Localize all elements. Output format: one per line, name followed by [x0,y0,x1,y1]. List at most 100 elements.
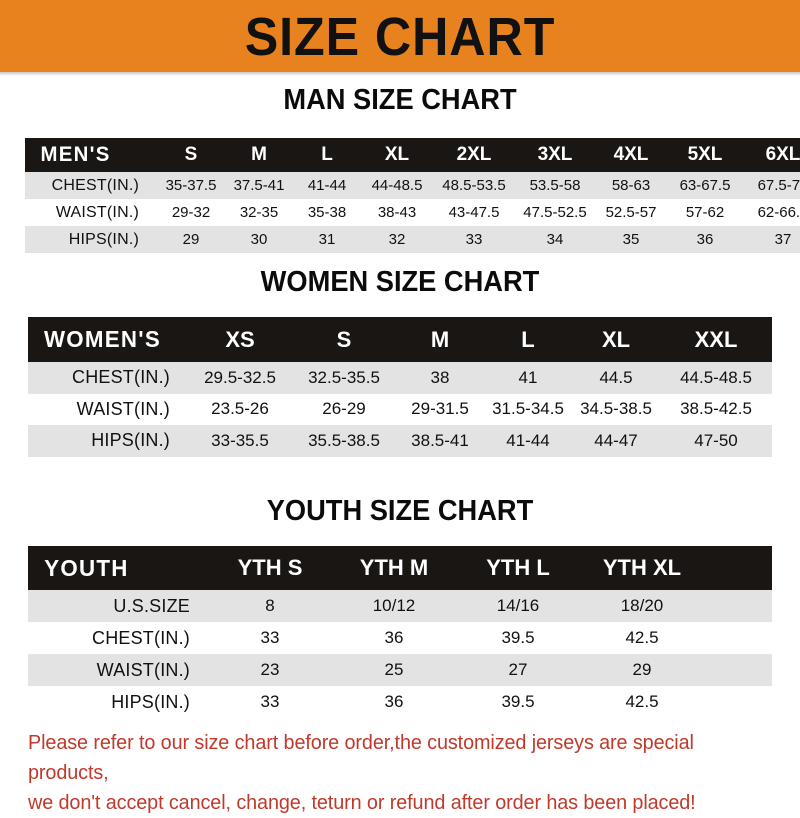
men-col-l: L [321,144,333,165]
men-chest-4xl: 58-63 [611,177,651,194]
men-col-xl: XL [384,144,410,165]
women-hips-xl: 44-47 [594,430,638,450]
women-col-xxl: XXL [694,326,738,352]
men-hips-5xl: 36 [696,231,714,248]
men-waist-xl: 38-43 [377,204,417,221]
men-waist-3xl: 47.5-52.5 [523,204,587,221]
youth-waist-s: 23 [260,660,280,679]
women-col-s: S [336,326,352,352]
table-row: WAIST(IN.) 23.5-26 26-29 29-31.5 31.5-34… [28,393,772,425]
women-row-label-chest: CHEST(IN.) [72,367,170,388]
youth-col-m: YTH M [359,555,429,580]
women-waist-xs: 23.5-26 [211,399,269,419]
men-size-table: MEN'S S M L XL 2XL 3XL 4XL 5XL 6XL CHEST… [25,138,800,253]
youth-row-label-us-size: U.S.SIZE [113,595,190,616]
men-chest-3xl: 53.5-58 [529,177,581,194]
men-chest-m: 37.5-41 [233,177,285,194]
women-row-label-waist: WAIST(IN.) [76,398,170,419]
men-waist-4xl: 52.5-57 [605,204,657,221]
table-row: CHEST(IN.) 35-37.5 37.5-41 41-44 44-48.5… [25,172,800,199]
youth-hips-spacer [704,686,772,718]
section-title-women: WOMEN SIZE CHART [260,266,540,298]
women-chest-xxl: 44.5-48.5 [680,367,752,387]
table-row: WAIST(IN.) 29-32 32-35 35-38 38-43 43-47… [25,199,800,226]
youth-row-label-hips: HIPS(IN.) [111,691,190,712]
youth-header-label: YOUTH [44,554,129,581]
table-row: WAIST(IN.) 23 25 27 29 [28,654,772,686]
men-hips-4xl: 35 [622,231,640,248]
page-title: SIZE CHART [244,7,556,67]
youth-ussize-l: 14/16 [496,596,540,615]
men-waist-l: 35-38 [307,204,347,221]
table-row: HIPS(IN.) 33-35.5 35.5-38.5 38.5-41 41-4… [28,425,772,457]
men-hips-xl: 32 [388,231,406,248]
youth-row-label-waist: WAIST(IN.) [96,659,190,680]
men-chest-xl: 44-48.5 [371,177,423,194]
youth-col-s: YTH S [237,555,303,580]
men-waist-2xl: 43-47.5 [448,204,500,221]
men-col-s: S [184,144,198,165]
youth-hips-l: 39.5 [501,692,535,711]
youth-waist-l: 27 [508,660,528,679]
men-chest-6xl: 67.5-72 [757,177,800,194]
men-col-6xl: 6XL [765,144,800,165]
page-banner: SIZE CHART [0,0,800,72]
youth-ussize-spacer [704,590,772,622]
youth-row-label-chest: CHEST(IN.) [92,627,190,648]
section-title-youth: YOUTH SIZE CHART [266,495,534,527]
men-row-label-waist: WAIST(IN.) [55,203,139,221]
women-chest-s: 32.5-35.5 [308,367,380,387]
youth-ussize-m: 10/12 [372,596,416,615]
men-col-m: M [251,144,267,165]
women-hips-s: 35.5-38.5 [308,430,380,450]
youth-ussize-xl: 18/20 [620,596,664,615]
youth-chest-xl: 42.5 [625,628,659,647]
men-chest-2xl: 48.5-53.5 [442,177,506,194]
women-size-table: WOMEN'S XS S M L XL XXL CHEST(IN.) 29.5-… [28,317,772,457]
women-col-l: L [521,326,535,352]
youth-chest-s: 33 [260,628,280,647]
youth-hips-xl: 42.5 [625,692,659,711]
men-hips-3xl: 34 [546,231,564,248]
women-waist-s: 26-29 [322,399,366,419]
men-header-label: MEN'S [40,143,111,166]
youth-ussize-s: 8 [265,596,275,615]
men-col-3xl: 3XL [537,144,573,165]
women-row-label-hips: HIPS(IN.) [91,430,170,451]
footer-disclaimer-line-1: Please refer to our size chart before or… [28,732,694,784]
women-waist-m: 29-31.5 [411,399,469,419]
youth-waist-m: 25 [384,660,404,679]
youth-chest-m: 36 [384,628,404,647]
women-col-xs: XS [225,326,255,352]
women-hips-m: 38.5-41 [411,430,469,450]
youth-col-spacer [704,546,772,590]
men-waist-5xl: 57-62 [685,204,725,221]
footer-disclaimer-line-2: we don't accept cancel, change, teturn o… [28,792,696,814]
women-waist-l: 31.5-34.5 [492,399,564,419]
women-chest-xs: 29.5-32.5 [204,367,276,387]
men-hips-m: 30 [250,231,268,248]
youth-hips-m: 36 [384,692,404,711]
women-table-header-row: WOMEN'S XS S M L XL XXL [28,317,772,362]
women-col-xl: XL [601,326,631,352]
men-row-label-chest: CHEST(IN.) [51,176,139,194]
men-waist-m: 32-35 [239,204,279,221]
table-row: HIPS(IN.) 29 30 31 32 33 34 35 36 37 [25,226,800,253]
men-chest-s: 35-37.5 [165,177,217,194]
women-hips-xs: 33-35.5 [211,430,269,450]
youth-chest-spacer [704,622,772,654]
men-hips-l: 31 [318,231,336,248]
footer-disclaimer: Please refer to our size chart before or… [28,728,769,818]
men-hips-2xl: 33 [465,231,483,248]
table-row: U.S.SIZE 8 10/12 14/16 18/20 [28,590,772,622]
youth-hips-s: 33 [260,692,280,711]
men-waist-s: 29-32 [171,204,211,221]
youth-col-l: YTH L [486,555,550,580]
banner-shadow-divider [0,72,800,76]
youth-waist-spacer [704,654,772,686]
women-waist-xl: 34.5-38.5 [580,399,652,419]
youth-chest-l: 39.5 [501,628,535,647]
men-col-2xl: 2XL [456,144,492,165]
table-row: HIPS(IN.) 33 36 39.5 42.5 [28,686,772,718]
